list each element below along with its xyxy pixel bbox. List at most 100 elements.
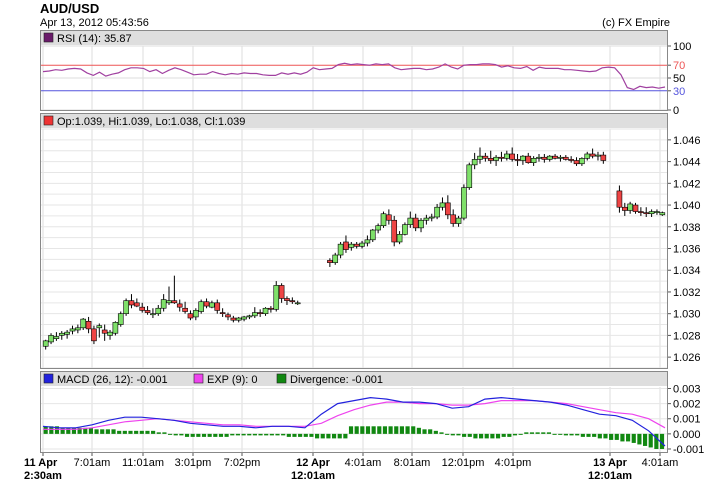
divergence-bar [654,433,659,449]
macd-ytick-label: -0.001 [673,444,704,456]
candle [375,223,381,234]
candle [91,325,97,345]
candle-body [552,155,558,159]
candle-body [600,154,607,161]
candlestick-series [42,147,666,350]
divergence-bar [405,426,410,434]
candle-body [364,239,371,244]
divergence-bar [456,433,461,436]
candle [139,302,145,313]
divergence-bar [162,432,167,434]
x-tick-label: 4:01am [642,457,679,469]
divergence-bar [473,433,478,439]
candle [589,148,596,159]
candle-body [632,204,639,212]
rsi-legend-text: RSI (14): 35.87 [57,33,132,45]
candle-body [332,254,339,263]
macd-ytick-label: 0.002 [673,399,701,411]
divergence-bar [264,433,269,436]
price-ytick-label: 1.034 [673,265,701,277]
candle [343,235,349,253]
candle [230,315,237,323]
candle [160,294,167,312]
divergence-bar [642,433,648,446]
x-tick-label: 11:01am [122,457,164,469]
divergence-bar [269,433,274,436]
price-ytick-label: 1.044 [673,157,701,169]
candle-body [262,307,269,314]
candle [648,209,655,217]
candle-body [396,234,403,243]
candle [627,201,633,214]
candle-body [654,211,660,213]
divergence-bar [258,433,263,436]
candle [525,152,532,164]
candle-body [525,155,532,163]
candle-body [418,219,424,229]
candle-body [428,216,435,219]
candle-body [412,217,419,229]
price-ytick-label: 1.042 [673,178,701,190]
candle-body [58,332,65,336]
candle [69,325,76,335]
candle-body [155,307,162,314]
candle-body [225,314,231,318]
candle-body [257,312,263,314]
divergence-bar [43,426,48,434]
candle [64,329,70,339]
candle-body [563,156,569,160]
candle [407,211,414,228]
candle [461,184,467,221]
candle-body [369,229,376,241]
candle-body [471,159,478,166]
rsi-ytick-label: 70 [673,60,685,72]
divergence-bar [462,433,467,437]
divergence-bar [252,433,257,436]
divergence-bar [134,430,139,434]
candle-body [337,243,344,256]
candle-body [627,203,633,211]
candle-body [219,312,226,314]
candle-body [584,153,591,159]
candle [509,147,515,162]
x-tick-label: 13 Apr [593,457,628,469]
chart-datetime: Apr 13, 2012 05:43:56 [40,17,149,29]
candle [380,211,387,228]
candle [53,332,60,341]
candle-body [530,158,537,163]
candle-body [455,217,462,224]
candle [262,307,269,316]
candle-body [648,211,655,215]
x-tick-label: 7:02pm [224,457,261,469]
divergence-bar [614,433,619,440]
macd-grid [41,387,667,452]
candle-body [487,158,494,161]
candle [412,213,419,232]
candle [128,294,135,309]
divergence-bar [479,433,484,439]
candle [225,312,231,321]
candle-body [182,307,188,312]
candle-body [69,328,76,332]
candle-body [520,155,526,161]
divergence-bar [541,432,546,434]
x-tick-label: 7:01am [74,457,111,469]
candle-body [144,310,151,313]
candle [134,298,140,308]
divergence-bar [586,433,591,437]
candle [450,209,456,227]
divergence-bar [490,433,495,439]
divergence-bar [173,433,178,436]
divergence-bar [354,426,359,434]
price-ytick-label: 1.036 [673,244,701,256]
candle [396,231,403,245]
candle-body [235,317,242,321]
candle [42,339,49,350]
candle [273,281,280,312]
candle [428,213,435,222]
candle [155,304,162,316]
candle [294,300,301,305]
divergence-bar [501,433,506,437]
candle [402,222,408,236]
candle [621,202,628,216]
